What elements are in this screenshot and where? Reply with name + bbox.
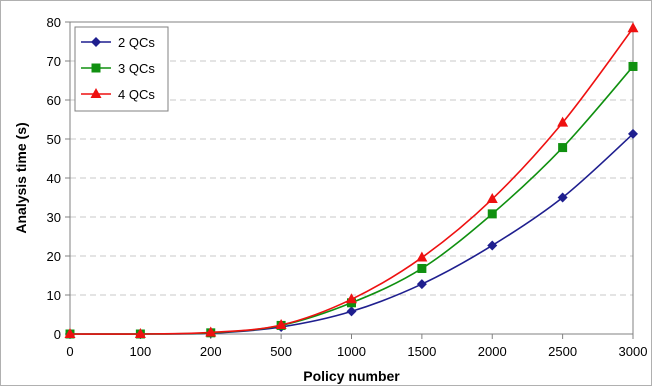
legend-label: 4 QCs (118, 87, 155, 102)
data-point (346, 293, 357, 304)
x-tick-label: 1000 (337, 344, 366, 359)
x-tick-label: 200 (200, 344, 222, 359)
data-point (557, 116, 569, 127)
y-tick-label: 10 (47, 288, 61, 303)
x-tick-label: 3000 (619, 344, 648, 359)
legend-item: 3 QCs (81, 61, 155, 76)
y-tick-label: 60 (47, 93, 61, 108)
y-axis-ticks: 0 10 20 30 40 50 60 70 80 (47, 15, 70, 342)
x-axis-title: Policy number (303, 368, 400, 384)
legend-box (74, 26, 169, 112)
legend-marker (90, 88, 102, 98)
legend-item: 4 QCs (81, 87, 155, 102)
data-point (487, 240, 498, 251)
x-tick-label: 100 (130, 344, 152, 359)
data-point (487, 209, 497, 219)
series-group (64, 22, 639, 339)
y-axis-title: Analysis time (s) (13, 122, 29, 233)
data-point (628, 128, 638, 139)
legend-label: 3 QCs (118, 61, 155, 76)
data-point (486, 193, 498, 204)
x-tick-label: 1500 (407, 344, 436, 359)
x-axis-ticks: 0 100 200 500 1000 1500 2000 2500 3000 (66, 334, 647, 359)
x-tick-label: 2000 (478, 344, 507, 359)
data-point (557, 192, 568, 203)
y-tick-label: 80 (47, 15, 61, 30)
series-line (69, 27, 634, 335)
y-tick-label: 0 (54, 327, 61, 342)
data-point (205, 326, 217, 337)
x-tick-label: 2500 (548, 344, 577, 359)
x-tick-label: 0 (66, 344, 73, 359)
legend-item: 2 QCs (81, 35, 155, 50)
data-point (416, 251, 428, 262)
y-tick-label: 30 (47, 210, 61, 225)
data-point (558, 143, 568, 153)
y-tick-label: 20 (47, 249, 61, 264)
x-tick-label: 500 (270, 344, 292, 359)
legend-label: 2 QCs (118, 35, 155, 50)
legend-marker (91, 37, 101, 47)
data-point (417, 263, 427, 273)
data-point (416, 279, 427, 290)
data-point (275, 319, 287, 330)
legend-marker (91, 63, 101, 73)
data-point (627, 22, 639, 33)
data-point (346, 306, 357, 317)
y-tick-label: 70 (47, 54, 61, 69)
data-point (64, 328, 76, 338)
data-point (134, 328, 146, 338)
series-3 (64, 22, 639, 338)
data-point (628, 61, 638, 71)
y-tick-label: 40 (47, 171, 61, 186)
y-tick-label: 50 (47, 132, 61, 147)
legend: 2 QCs 3 QCs 4 QCs (74, 26, 169, 112)
